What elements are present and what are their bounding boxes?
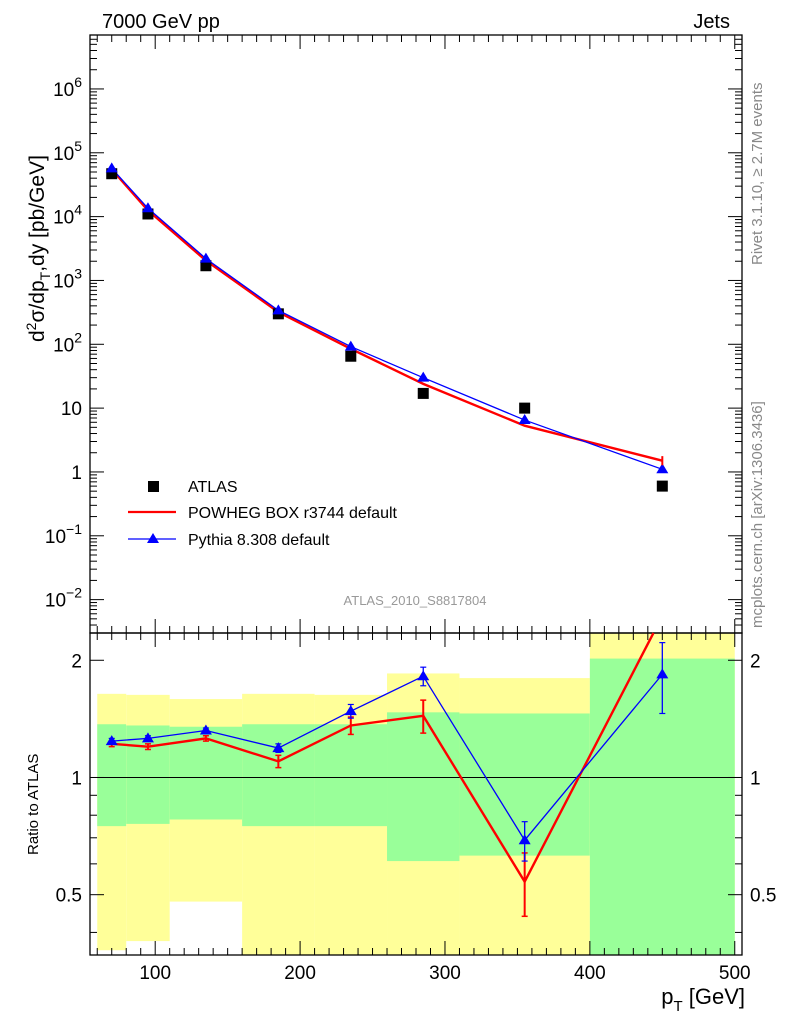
main-y-tick-label-3: 10: [61, 399, 82, 420]
pythia-ratio-point-6: [518, 834, 531, 845]
atlas-point-4: [345, 350, 357, 362]
legend-label-powheg: POWHEG BOX r3744 default: [188, 505, 398, 522]
ratio-y-tick-label-left-2: 2: [71, 651, 82, 672]
legend-marker-pythia: [147, 533, 159, 543]
x-tick-label-1: 200: [284, 963, 316, 984]
pythia-point-4: [344, 340, 357, 351]
pythia-point-7: [656, 463, 669, 474]
atlas-point-6: [519, 402, 531, 414]
powheg-line: [110, 168, 663, 462]
pythia-point-5: [417, 371, 430, 382]
pythia-ratio-point-7: [656, 668, 669, 679]
pythia-line: [111, 167, 663, 470]
pythia-point-0: [105, 162, 118, 173]
pythia-point-6: [518, 414, 531, 425]
ratio-series: [105, 632, 669, 918]
ratio-inner-band-5: [387, 712, 460, 862]
ratio-y-axis-label: Ratio to ATLAS: [25, 754, 42, 855]
atlas-point-1: [142, 208, 154, 220]
mcplots-reference-label: mcplots.cern.ch [arXiv:1306.3436]: [749, 401, 766, 628]
header-right-label: Jets: [693, 11, 730, 33]
header-left-label: 7000 GeV pp: [102, 11, 220, 33]
main-y-tick-label-1: 10−1: [45, 521, 82, 548]
ratio-uncertainty-bands: [97, 633, 735, 955]
main-y-tick-label-6: 104: [53, 202, 82, 229]
ratio-y-tick-label-right-1: 1: [750, 768, 761, 789]
axis-ticks: [90, 34, 742, 955]
rivet-version-label: Rivet 3.1.10, ≥ 2.7M events: [749, 83, 766, 266]
pythia-point-2: [199, 252, 212, 263]
legend: ATLAS POWHEG BOX r3744 default Pythia 8.…: [128, 479, 398, 549]
main-series: [105, 162, 669, 492]
pythia-point-3: [272, 304, 285, 315]
main-y-tick-label-0: 10−2: [45, 585, 82, 612]
pythia-point-1: [141, 202, 154, 213]
powheg-ratio-line: [111, 632, 655, 885]
ratio-y-tick-label-left-1: 1: [71, 768, 82, 789]
main-y-tick-label-8: 106: [53, 74, 82, 101]
legend-label-atlas: ATLAS: [188, 479, 238, 496]
legend-label-pythia: Pythia 8.308 default: [188, 532, 330, 549]
atlas-point-0: [106, 168, 118, 180]
x-tick-label-2: 300: [429, 963, 461, 984]
pythia-ratio-point-2: [199, 724, 212, 735]
main-y-tick-label-5: 103: [53, 265, 82, 292]
pythia-ratio-line: [111, 673, 663, 842]
x-tick-label-4: 500: [719, 963, 751, 984]
main-y-tick-label-4: 102: [53, 329, 82, 356]
x-tick-label-0: 100: [139, 963, 171, 984]
atlas-point-7: [656, 480, 668, 492]
pythia-ratio-point-1: [141, 732, 154, 743]
pythia-ratio-point-5: [417, 670, 430, 681]
ratio-y-tick-label-left-0: 0.5: [56, 886, 82, 907]
ratio-inner-band-4: [314, 724, 388, 827]
ratio-y-tick-label-right-2: 2: [750, 651, 761, 672]
pythia-ratio-point-0: [105, 735, 118, 746]
svg-text:pT [GeV]: pT [GeV]: [661, 984, 745, 1015]
svg-text:d2σ/dpT,dy [pb/GeV]: d2σ/dpT,dy [pb/GeV]: [23, 155, 53, 342]
pythia-ratio-point-3: [272, 742, 285, 753]
ratio-inner-band-3: [242, 724, 315, 827]
main-y-tick-label-2: 1: [71, 463, 82, 484]
atlas-point-5: [417, 387, 429, 399]
x-axis-label: pT [GeV]: [661, 984, 745, 1015]
x-tick-label-3: 400: [574, 963, 606, 984]
atlas-point-2: [200, 260, 212, 272]
pythia-ratio-point-4: [344, 705, 357, 716]
main-y-axis-label: d2σ/dpT,dy [pb/GeV]: [23, 155, 53, 342]
analysis-label: ATLAS_2010_S8817804: [344, 593, 487, 608]
axis-tick-labels: 10−2 10−1 1 10 102 103 104 105 106 100 200 300 400 50…: [45, 74, 777, 984]
ratio-y-tick-label-right-0: 0.5: [750, 886, 776, 907]
legend-marker-atlas: [148, 481, 159, 492]
main-y-tick-label-7: 105: [53, 138, 82, 165]
